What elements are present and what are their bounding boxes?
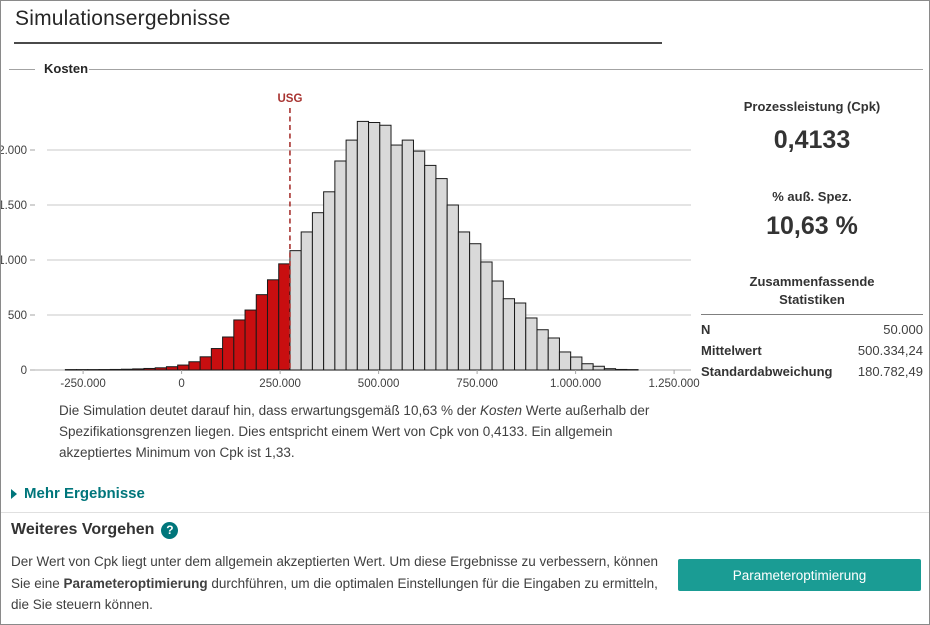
next-steps-bold: Parameteroptimierung [63, 575, 208, 591]
description-part1: Die Simulation deutet darauf hin, dass e… [59, 403, 480, 418]
more-results-label: Mehr Ergebnisse [24, 485, 145, 502]
page-title: Simulationsergebnisse [15, 7, 231, 30]
simulation-description: Die Simulation deutet darauf hin, dass e… [59, 400, 681, 463]
title-underline [14, 42, 662, 44]
x-axis-tick-label: 1.250.000 [649, 378, 700, 390]
statistic-label: N [701, 322, 711, 337]
next-steps-part1: Der Wert von Cpk liegt unter dem allgeme… [11, 554, 659, 591]
statistics-row: N 50.000 [701, 319, 923, 340]
y-axis-tick-label: 2.000 [1, 145, 27, 157]
y-axis-tick-label: 0 [21, 365, 27, 377]
next-steps-paragraph: Der Wert von Cpk liegt unter dem allgeme… [11, 551, 666, 616]
statistic-value: 500.334,24 [857, 343, 923, 358]
summary-panel: Prozessleistung (Cpk) 0,4133 % auß. Spez… [701, 97, 923, 382]
statistics-table: N 50.000 Mittelwert 500.334,24 Standardabwei… [701, 319, 923, 382]
y-axis-tick-label: 500 [8, 310, 27, 322]
summary-statistics-title: Zusammenfassende Statistiken [701, 273, 923, 309]
next-steps-title: Weiteres Vorgehen [11, 521, 155, 538]
x-axis-tick-label: -250.000 [60, 378, 105, 390]
parameter-optimization-button[interactable]: Parameteroptimierung [678, 559, 921, 591]
chevron-right-icon [11, 488, 17, 499]
statistic-label: Standardabweichung [701, 364, 833, 379]
y-axis-tick-label: 1.500 [1, 200, 27, 212]
description-variable-name: Kosten [480, 403, 523, 418]
statistics-row: Standardabweichung 180.782,49 [701, 361, 923, 382]
percent-out-of-spec-value: 10,63 % [766, 212, 858, 240]
statistics-row: Mittelwert 500.334,24 [701, 340, 923, 361]
x-axis-tick-label: 0 [178, 378, 184, 390]
y-axis-tick-label: 1.000 [1, 255, 27, 267]
summary-statistics-title-line2: Statistiken [779, 292, 845, 307]
summary-statistics-title-line1: Zusammenfassende [749, 274, 875, 289]
usg-label: USG [277, 93, 302, 105]
x-axis-tick-label: 750.000 [456, 378, 498, 390]
section-divider-left [9, 69, 35, 70]
statistics-divider [701, 314, 923, 315]
next-steps-header: Weiteres Vorgehen ? [11, 521, 179, 539]
percent-out-of-spec-label: % auß. Spez. [772, 189, 852, 204]
histogram-svg: -250.000 0 250.000 500.000 750.000 1.000.000 1… [1, 93, 700, 390]
statistic-value: 50.000 [883, 322, 923, 337]
cpk-value: 0,4133 [773, 126, 851, 154]
statistic-label: Mittelwert [701, 343, 762, 358]
cpk-label: Prozessleistung (Cpk) [743, 99, 881, 114]
x-axis-tick-label: 250.000 [259, 378, 301, 390]
section-separator [1, 512, 929, 513]
more-results-link[interactable]: Mehr Ergebnisse [11, 485, 145, 502]
x-axis-tick-label: 1.000.000 [550, 378, 601, 390]
statistic-value: 180.782,49 [857, 364, 923, 379]
section-header: Kosten [9, 61, 923, 77]
next-steps-part2: durchführen, um die optimalen Einstellun… [11, 575, 658, 613]
cost-histogram-chart: -250.000 0 250.000 500.000 750.000 1.000.000 1… [1, 89, 701, 401]
x-axis-tick-label: 500.000 [358, 378, 400, 390]
section-label: Kosten [44, 61, 89, 76]
section-divider-right [89, 69, 923, 70]
help-icon[interactable]: ? [161, 521, 179, 539]
description-part2: Werte außerhalb der Spezifikationsgrenze… [59, 403, 650, 460]
